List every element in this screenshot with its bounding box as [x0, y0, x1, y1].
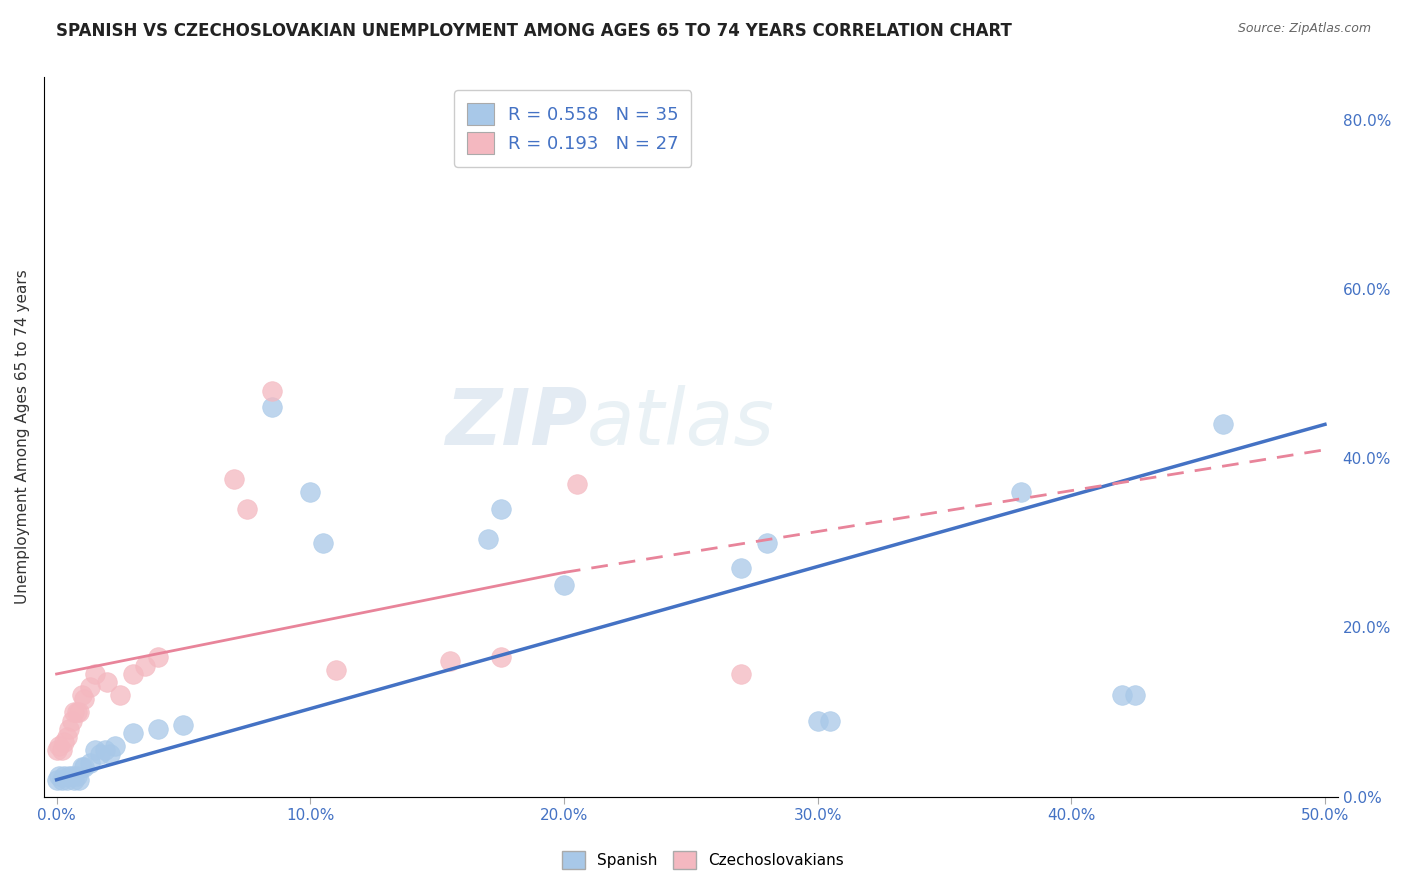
Point	[565, 476, 588, 491]
Point	[51, 743, 73, 757]
Point	[58, 722, 80, 736]
Point	[121, 726, 143, 740]
Point	[146, 722, 169, 736]
Point	[224, 472, 246, 486]
Point	[98, 747, 121, 762]
Point	[299, 485, 322, 500]
Text: ZIP: ZIP	[446, 384, 588, 460]
Point	[477, 532, 499, 546]
Y-axis label: Unemployment Among Ages 65 to 74 years: Unemployment Among Ages 65 to 74 years	[15, 269, 30, 605]
Point	[807, 714, 830, 728]
Point	[55, 731, 77, 745]
Point	[79, 756, 101, 770]
Point	[70, 688, 93, 702]
Point	[730, 667, 752, 681]
Point	[172, 718, 194, 732]
Point	[83, 743, 105, 757]
Point	[1212, 417, 1234, 432]
Point	[63, 705, 86, 719]
Text: Source: ZipAtlas.com: Source: ZipAtlas.com	[1237, 22, 1371, 36]
Point	[1123, 688, 1146, 702]
Text: atlas: atlas	[588, 384, 775, 460]
Point	[83, 667, 105, 681]
Point	[439, 654, 461, 668]
Point	[66, 768, 89, 782]
Point	[108, 688, 131, 702]
Point	[73, 760, 96, 774]
Point	[55, 772, 77, 787]
Point	[63, 772, 86, 787]
Point	[262, 384, 284, 398]
Point	[79, 680, 101, 694]
Legend: R = 0.558   N = 35, R = 0.193   N = 27: R = 0.558 N = 35, R = 0.193 N = 27	[454, 90, 692, 167]
Point	[121, 667, 143, 681]
Point	[73, 692, 96, 706]
Point	[489, 650, 512, 665]
Point	[45, 772, 67, 787]
Point	[104, 739, 127, 753]
Point	[51, 772, 73, 787]
Point	[1111, 688, 1133, 702]
Legend: Spanish, Czechoslovakians: Spanish, Czechoslovakians	[555, 845, 851, 875]
Point	[96, 675, 118, 690]
Text: SPANISH VS CZECHOSLOVAKIAN UNEMPLOYMENT AMONG AGES 65 TO 74 YEARS CORRELATION CH: SPANISH VS CZECHOSLOVAKIAN UNEMPLOYMENT …	[56, 22, 1012, 40]
Point	[325, 663, 347, 677]
Point	[94, 743, 117, 757]
Point	[1010, 485, 1032, 500]
Point	[45, 743, 67, 757]
Point	[53, 734, 76, 748]
Point	[60, 768, 83, 782]
Point	[48, 739, 70, 753]
Point	[236, 502, 259, 516]
Point	[730, 561, 752, 575]
Point	[312, 536, 335, 550]
Point	[755, 536, 778, 550]
Point	[820, 714, 842, 728]
Point	[48, 768, 70, 782]
Point	[66, 705, 89, 719]
Point	[70, 760, 93, 774]
Point	[67, 705, 90, 719]
Point	[53, 768, 76, 782]
Point	[67, 772, 90, 787]
Point	[146, 650, 169, 665]
Point	[489, 502, 512, 516]
Point	[89, 747, 111, 762]
Point	[134, 658, 156, 673]
Point	[553, 578, 575, 592]
Point	[58, 768, 80, 782]
Point	[262, 401, 284, 415]
Point	[60, 714, 83, 728]
